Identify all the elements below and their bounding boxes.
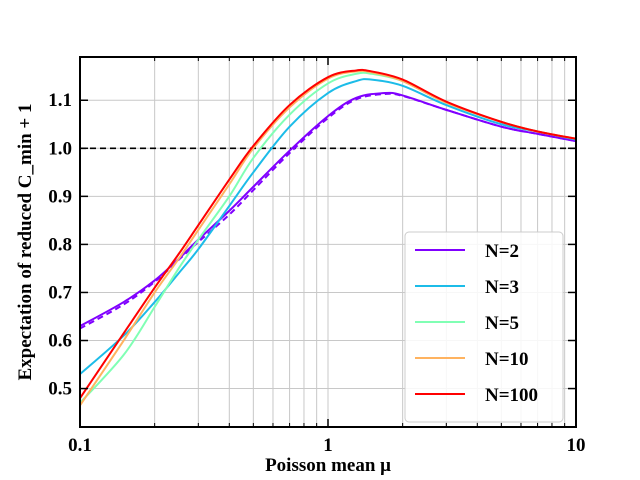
plot-frame xyxy=(79,56,577,428)
legend-box xyxy=(404,231,564,423)
y-tick-label: 0.7 xyxy=(48,282,72,303)
x-tick-label: 1 xyxy=(323,435,333,456)
y-axis-label: Expectation of reduced C_min + 1 xyxy=(15,104,36,381)
x-tick-label: 0.1 xyxy=(68,435,92,456)
x-tick-label: 10 xyxy=(567,435,586,456)
legend-label: N=2 xyxy=(485,241,519,262)
legend-label: N=100 xyxy=(485,385,538,406)
y-tick-label: 1.1 xyxy=(48,90,72,111)
y-tick-label: 0.6 xyxy=(48,331,72,352)
y-tick-label: 0.9 xyxy=(48,186,72,207)
series-line-n100 xyxy=(79,68,577,399)
x-axis-label: Poisson mean μ xyxy=(265,455,391,476)
legend-label: N=10 xyxy=(485,349,529,370)
y-tick-label: 1.0 xyxy=(48,138,72,159)
plot-area xyxy=(79,68,577,406)
y-tick-label: 0.5 xyxy=(48,379,72,400)
legend-label: N=3 xyxy=(485,277,519,298)
y-tick-label: 0.8 xyxy=(48,234,72,255)
legend: N=2 N=3 N=5 N=10 N=100 xyxy=(404,231,564,423)
tick-labels: 0.1 1 10 0.5 0.6 0.7 0.8 0.9 1.0 1.1 xyxy=(48,90,585,456)
legend-label: N=5 xyxy=(485,313,519,334)
